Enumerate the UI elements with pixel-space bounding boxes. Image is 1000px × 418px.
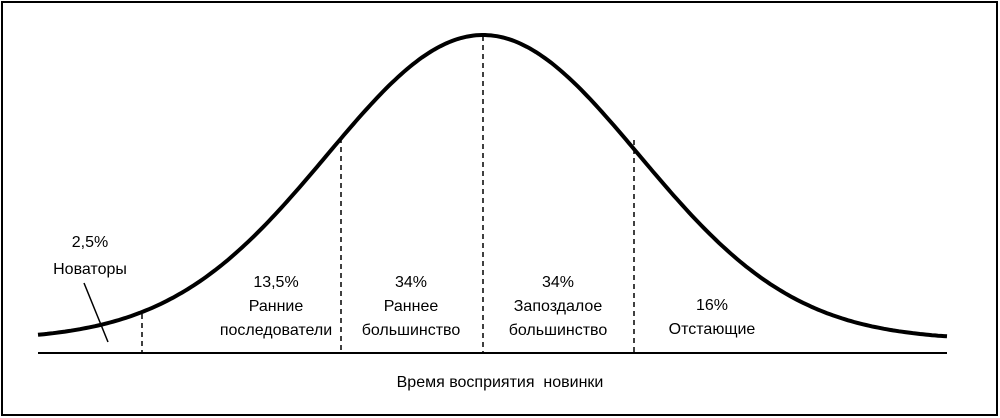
segment-percent: 34% — [395, 274, 427, 291]
segment-label: Отстающие — [669, 321, 756, 338]
segment-label: Ранние — [249, 298, 304, 315]
segment-label: последователи — [220, 322, 332, 339]
segment-percent: 16% — [696, 297, 728, 314]
segment-percent: 13,5% — [253, 274, 298, 291]
segment-label: Новаторы — [53, 261, 127, 278]
segment-label: Раннее — [384, 298, 439, 315]
segment-labels: 2,5% Новаторы 13,5% Ранние последователи 34% Р… — [53, 234, 755, 339]
pointer — [83, 282, 109, 343]
dividers — [141, 36, 635, 353]
segment-percent: 34% — [542, 274, 574, 291]
segment-percent: 2,5% — [72, 234, 108, 251]
segment-label: Запоздалое — [514, 298, 603, 315]
bell-curve — [37, 33, 948, 339]
segment-label: большинство — [362, 322, 461, 339]
axis-label: Время восприятия новинки — [397, 374, 604, 391]
segment-label: большинство — [509, 322, 608, 339]
